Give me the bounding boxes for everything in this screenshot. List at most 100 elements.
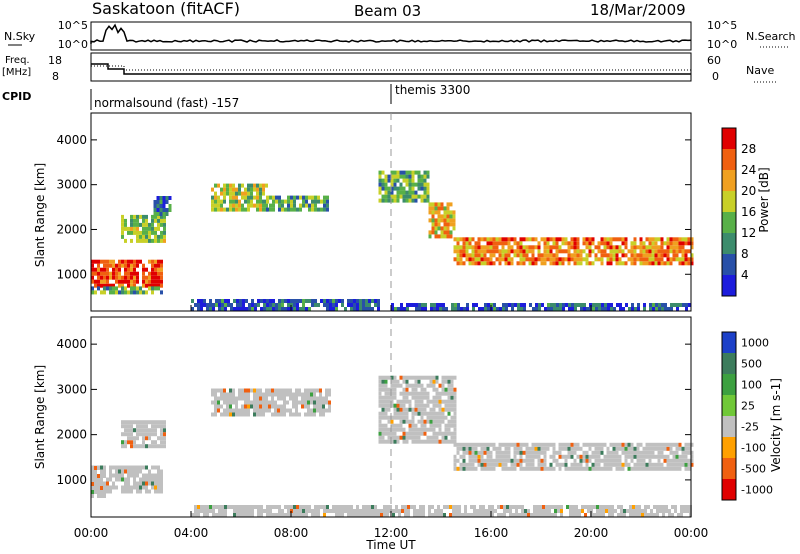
range-gate-cell	[569, 505, 572, 509]
range-gate-cell	[154, 218, 157, 223]
range-gate-cell	[627, 442, 631, 447]
range-gate-cell	[310, 392, 313, 397]
range-gate-cell	[432, 411, 436, 416]
range-gate-cell	[230, 505, 233, 509]
range-gate-cell	[417, 391, 421, 396]
range-gate-cell	[269, 303, 272, 307]
range-gate-cell	[437, 218, 441, 223]
range-gate-cell	[635, 513, 638, 517]
range-gate-cell	[133, 214, 136, 219]
range-gate-cell	[573, 261, 577, 266]
range-gate-cell	[109, 286, 112, 291]
range-gate-cell	[438, 395, 442, 400]
range-gate-cell	[320, 199, 323, 204]
range-gate-cell	[555, 237, 559, 242]
range-gate-cell	[402, 395, 406, 400]
range-gate-cell	[462, 245, 466, 250]
range-gate-cell	[519, 454, 523, 459]
range-gate-cell	[459, 446, 463, 451]
range-gate-cell	[293, 199, 296, 204]
range-gate-cell	[250, 199, 253, 204]
range-gate-cell	[579, 261, 583, 266]
range-gate-cell	[215, 299, 218, 303]
range-gate-cell	[651, 446, 655, 451]
range-gate-cell	[151, 275, 154, 280]
range-gate-cell	[235, 400, 238, 405]
range-gate-cell	[154, 432, 157, 437]
range-gate-cell	[322, 400, 325, 405]
range-gate-cell	[329, 509, 332, 513]
range-gate-cell	[471, 249, 475, 254]
range-gate-cell	[381, 383, 385, 388]
range-gate-cell	[393, 435, 397, 440]
range-gate-cell	[429, 435, 433, 440]
range-gate-cell	[580, 303, 583, 307]
velocity-ylabel: Slant Range [km]	[33, 365, 47, 469]
range-gate-cell	[133, 444, 136, 449]
range-gate-cell	[263, 303, 266, 307]
range-gate-cell	[618, 237, 622, 242]
range-gate-cell	[256, 203, 259, 208]
range-gate-cell	[371, 505, 374, 509]
range-gate-cell	[553, 307, 556, 311]
range-gate-cell	[247, 187, 250, 192]
range-gate-cell	[106, 485, 109, 490]
range-gate-cell	[675, 454, 679, 459]
ytick-label: 3000	[56, 178, 87, 192]
range-gate-cell	[660, 257, 664, 262]
range-gate-cell	[238, 396, 241, 401]
range-gate-cell	[420, 411, 424, 416]
range-gate-cell	[661, 303, 664, 307]
range-gate-cell	[244, 207, 247, 212]
range-gate-cell	[124, 275, 127, 280]
range-gate-cell	[302, 513, 305, 517]
range-gate-cell	[229, 183, 232, 188]
range-gate-cell	[247, 396, 250, 401]
range-gate-cell	[156, 212, 160, 216]
range-gate-cell	[381, 178, 385, 183]
range-gate-cell	[576, 454, 580, 459]
range-gate-cell	[271, 392, 274, 397]
range-gate-cell	[154, 477, 157, 482]
range-gate-cell	[299, 195, 302, 200]
range-gate-cell	[223, 408, 226, 413]
range-gate-cell	[406, 307, 409, 311]
range-gate-cell	[498, 458, 502, 463]
range-gate-cell	[671, 513, 674, 517]
range-gate-cell	[226, 404, 229, 409]
range-gate-cell	[638, 513, 641, 517]
range-gate-cell	[296, 195, 299, 200]
range-gate-cell	[489, 237, 493, 242]
range-gate-cell	[148, 420, 151, 425]
range-gate-cell	[511, 303, 514, 307]
range-gate-cell	[390, 415, 394, 420]
range-gate-cell	[402, 439, 406, 444]
range-gate-cell	[250, 203, 253, 208]
range-gate-cell	[573, 462, 577, 467]
range-gate-cell	[426, 419, 430, 424]
range-gate-cell	[456, 237, 460, 242]
range-gate-cell	[504, 450, 508, 455]
range-gate-cell	[504, 257, 508, 262]
range-gate-cell	[471, 462, 475, 467]
range-gate-cell	[555, 450, 559, 455]
range-gate-cell	[609, 462, 613, 467]
range-gate-cell	[480, 462, 484, 467]
range-gate-cell	[495, 245, 499, 250]
range-gate-cell	[533, 505, 536, 509]
range-gate-cell	[97, 275, 100, 280]
range-gate-cell	[414, 427, 418, 432]
range-gate-cell	[121, 444, 124, 449]
range-gate-cell	[381, 182, 385, 187]
range-gate-cell	[486, 261, 490, 266]
range-gate-cell	[531, 462, 535, 467]
range-gate-cell	[278, 513, 281, 517]
range-gate-cell	[606, 458, 610, 463]
range-gate-cell	[209, 299, 212, 303]
range-gate-cell	[244, 191, 247, 196]
range-gate-cell	[316, 388, 319, 393]
colorbar-segment	[722, 332, 736, 353]
range-gate-cell	[431, 206, 435, 211]
range-gate-cell	[513, 249, 517, 254]
range-gate-cell	[260, 307, 263, 311]
